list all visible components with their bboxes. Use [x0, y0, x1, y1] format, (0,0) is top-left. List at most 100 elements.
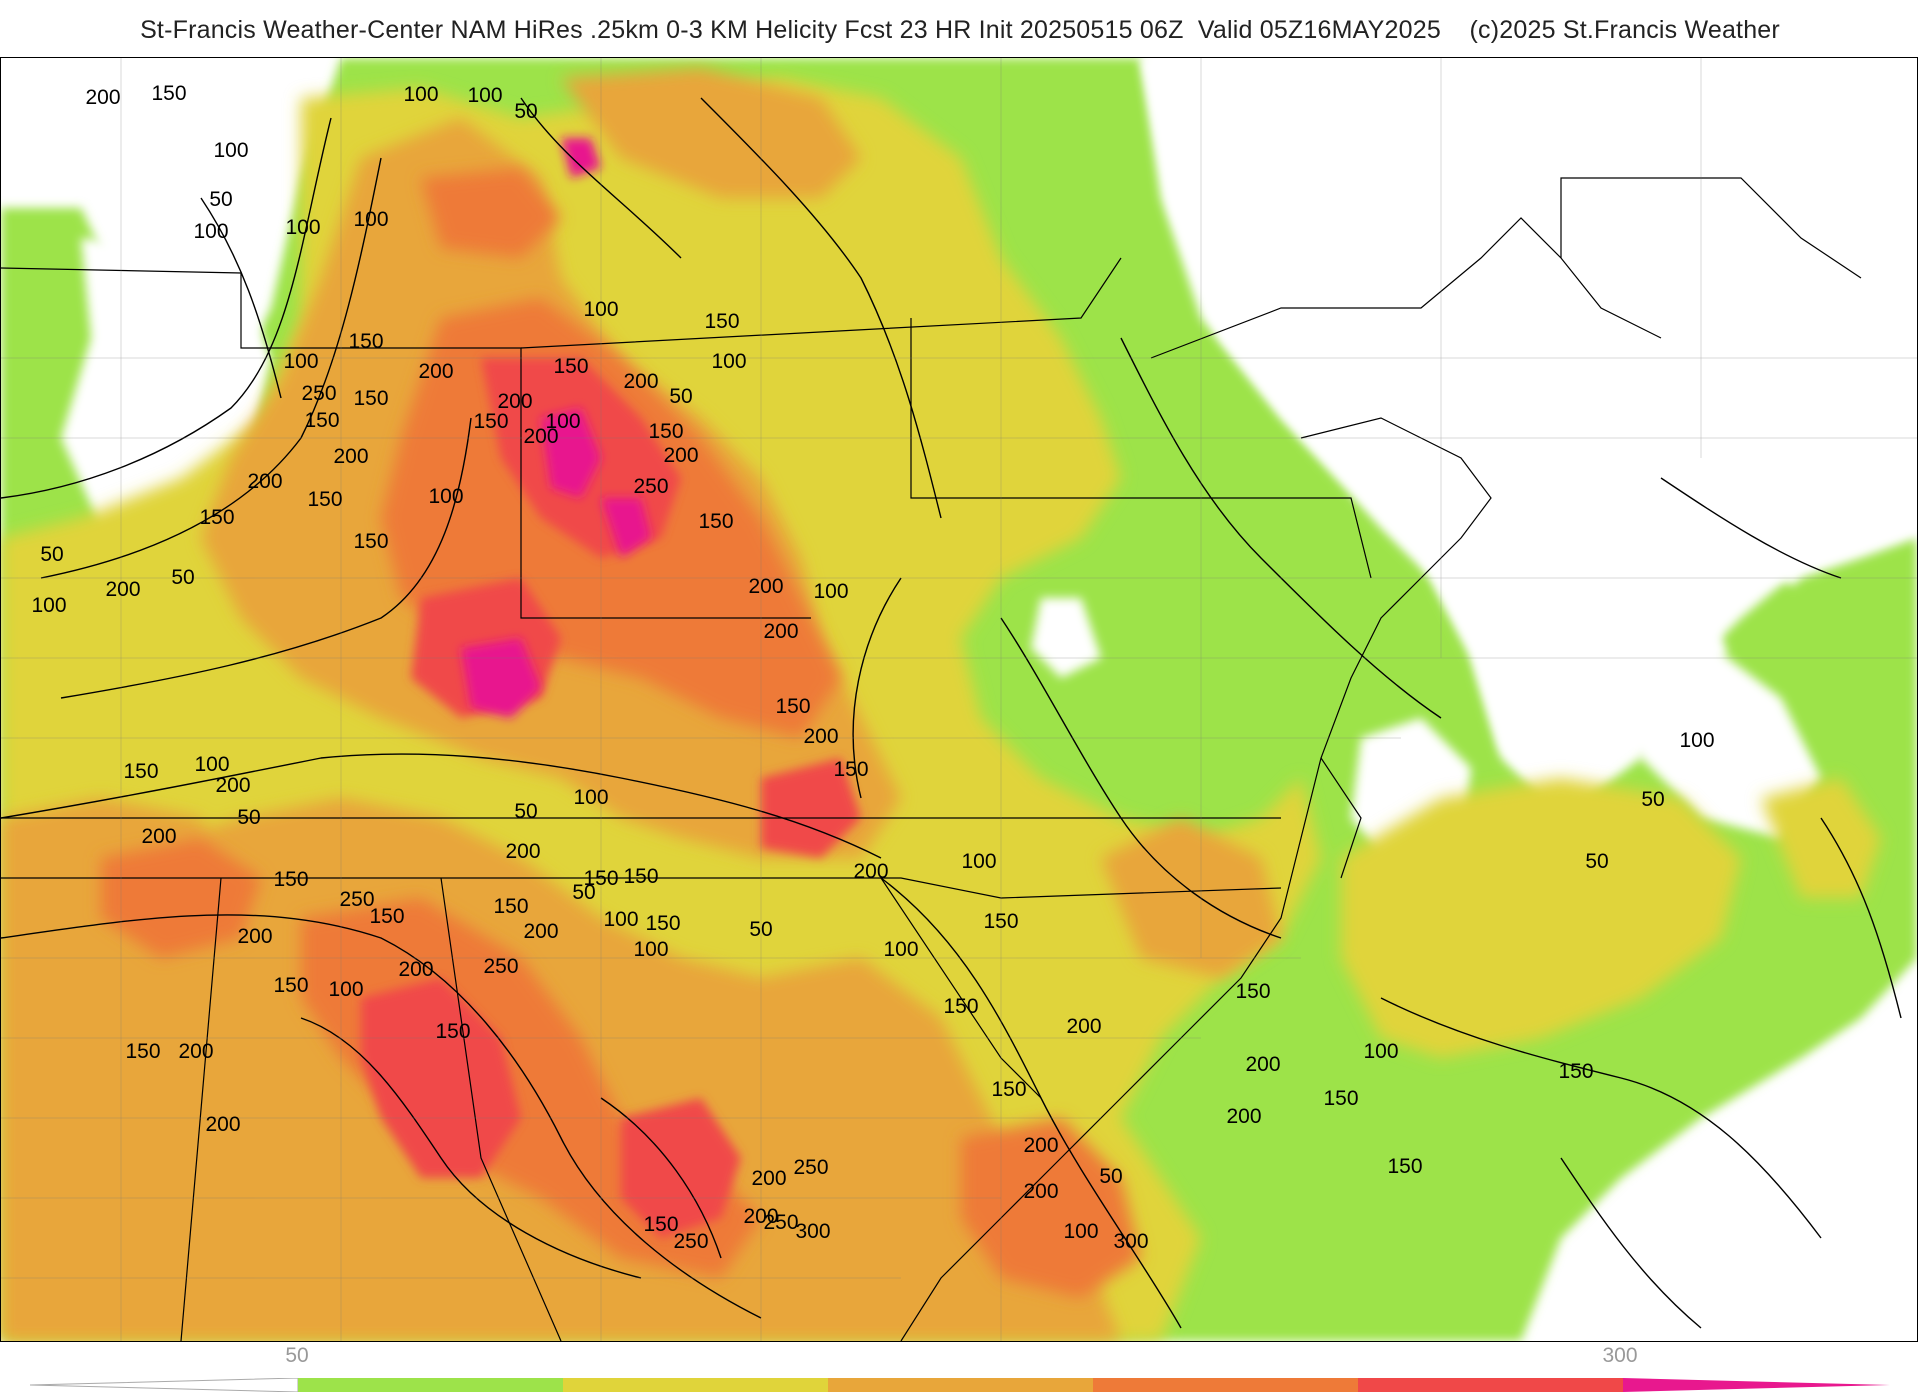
- contour-label: 300: [1113, 1230, 1148, 1253]
- contour-label: 150: [435, 1020, 470, 1043]
- contour-label: 100: [883, 938, 918, 961]
- contour-label: 150: [473, 410, 508, 433]
- contour-label: 150: [643, 1213, 678, 1236]
- contour-label: 100: [467, 84, 502, 107]
- contour-label: 100: [285, 216, 320, 239]
- legend-tick-50: 50: [285, 1344, 309, 1367]
- contour-label: 100: [428, 485, 463, 508]
- contour-label: 150: [1387, 1155, 1422, 1178]
- contour-label: 100: [583, 298, 618, 321]
- contour-label: 150: [307, 488, 342, 511]
- contour-label: 100: [1679, 729, 1714, 752]
- contour-label: 50: [171, 566, 194, 589]
- contour-label: 250: [339, 888, 374, 911]
- contour-label: 200: [623, 370, 658, 393]
- contour-label: 150: [304, 409, 339, 432]
- contour-label: 50: [749, 918, 772, 941]
- contour-label: 200: [1023, 1134, 1058, 1157]
- contour-label: 100: [711, 350, 746, 373]
- county-boundaries: [1, 58, 1917, 1341]
- contour-label: 200: [523, 425, 558, 448]
- contour-label: 150: [623, 865, 658, 888]
- contour-label: 150: [273, 868, 308, 891]
- contour-label: 100: [213, 139, 248, 162]
- contour-label: 200: [237, 925, 272, 948]
- legend-swatch-150: [828, 1378, 1093, 1392]
- contour-label: 200: [418, 360, 453, 383]
- contour-label: 200: [141, 825, 176, 848]
- contour-label: 150: [353, 387, 388, 410]
- contour-label: 200: [743, 1205, 778, 1228]
- contour-label: 300: [795, 1220, 830, 1243]
- contour-label: 250: [633, 475, 668, 498]
- contour-label: 250: [301, 382, 336, 405]
- contour-label: 150: [273, 974, 308, 997]
- contour-label: 200: [105, 578, 140, 601]
- contour-label: 100: [193, 220, 228, 243]
- legend-tick-300: 300: [1602, 1344, 1638, 1367]
- contour-label: 200: [398, 958, 433, 981]
- contour-label: 150: [151, 82, 186, 105]
- contour-label: 50: [572, 881, 595, 904]
- contour-label: 150: [348, 330, 383, 353]
- contour-label: 200: [663, 444, 698, 467]
- contour-label: 150: [704, 310, 739, 333]
- contour-label: 50: [514, 100, 537, 123]
- contour-label: 100: [31, 594, 66, 617]
- contour-label: 200: [803, 725, 838, 748]
- contour-label: 250: [673, 1230, 708, 1253]
- helicity-map: 50 100 100 150 200 100 50 100 100 100 150 200 150 150…: [0, 57, 1918, 1342]
- contour-label: 100: [1363, 1040, 1398, 1063]
- contour-label: 150: [833, 758, 868, 781]
- contour-label: 150: [1323, 1087, 1358, 1110]
- contour-label: 150: [369, 905, 404, 928]
- contour-label: 100: [403, 83, 438, 106]
- contour-label: 200: [1023, 1180, 1058, 1203]
- contour-label: 50: [209, 188, 232, 211]
- contour-label: 100: [813, 580, 848, 603]
- contour-label: 150: [125, 1040, 160, 1063]
- contour-label: 200: [215, 774, 250, 797]
- contour-label: 150: [553, 355, 588, 378]
- contour-label: 100: [961, 850, 996, 873]
- legend-high-arrow: [1623, 1378, 1890, 1392]
- contour-label: 100: [328, 978, 363, 1001]
- contour-label: 250: [793, 1156, 828, 1179]
- contour-label: 150: [1558, 1060, 1593, 1083]
- color-legend: [30, 1378, 1890, 1392]
- contour-label: 100: [545, 410, 580, 433]
- legend-low-arrow: [30, 1378, 299, 1392]
- state-boundaries: [1, 177, 1862, 1341]
- contour-label: 100: [194, 753, 229, 776]
- contour-label: 150: [1235, 980, 1270, 1003]
- contour-label: 100: [283, 350, 318, 373]
- contour-label: 200: [247, 470, 282, 493]
- contour-label: 200: [748, 575, 783, 598]
- contour-label: 250: [763, 1211, 798, 1234]
- contour-label: 200: [497, 390, 532, 413]
- contour-label: 100: [633, 938, 668, 961]
- contour-label: 50: [40, 543, 63, 566]
- legend-swatch-100: [563, 1378, 828, 1392]
- map-title: St-Francis Weather-Center NAM HiRes .25k…: [140, 16, 1780, 44]
- contour-label: 150: [199, 506, 234, 529]
- contour-label: 150: [123, 760, 158, 783]
- contour-label: 50: [1585, 850, 1608, 873]
- legend-swatch-200: [1093, 1378, 1358, 1392]
- contour-label: 200: [523, 920, 558, 943]
- contour-label: 200: [505, 840, 540, 863]
- contour-label: 50: [1641, 788, 1664, 811]
- contour-label: 150: [583, 867, 618, 890]
- contour-label: 150: [493, 895, 528, 918]
- contour-label: 50: [237, 806, 260, 829]
- legend-swatch-50: [298, 1378, 563, 1392]
- contour-label: 200: [178, 1040, 213, 1063]
- contour-label: 200: [333, 445, 368, 468]
- contour-label: 250: [483, 955, 518, 978]
- contour-label: 200: [85, 86, 120, 109]
- contour-label: 50: [514, 800, 537, 823]
- contour-label: 200: [751, 1167, 786, 1190]
- contour-label: 150: [698, 510, 733, 533]
- contour-label: 150: [775, 695, 810, 718]
